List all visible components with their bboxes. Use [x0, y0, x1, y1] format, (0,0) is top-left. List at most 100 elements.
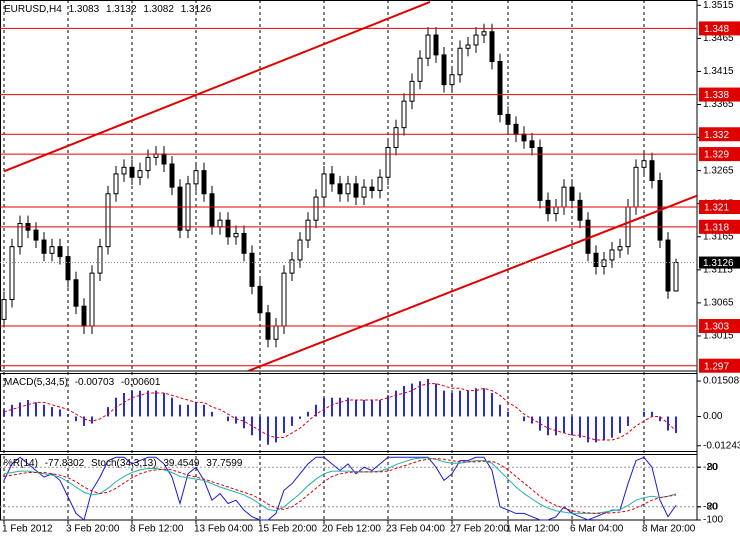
candle-body	[297, 239, 303, 261]
candle-body	[497, 61, 503, 115]
candle-body	[257, 285, 263, 314]
candle-body	[41, 239, 47, 254]
stoch-signal-value: 37.7599	[206, 458, 243, 469]
candle-body	[105, 193, 111, 248]
candle-body	[33, 229, 39, 241]
candle-body	[593, 252, 599, 268]
level-label-box	[699, 319, 740, 334]
level-label: 1.348	[704, 24, 729, 35]
level-label: 1.297	[704, 361, 729, 372]
series-line	[3, 457, 677, 514]
candle-body	[505, 113, 511, 125]
y-tick-label: 1.3465	[703, 33, 734, 44]
candle-body	[609, 249, 615, 261]
y-tick-label: 1.3265	[703, 165, 734, 176]
candle-body	[313, 196, 319, 221]
candle-body	[473, 34, 479, 46]
y-tick-label: -20	[703, 462, 718, 473]
level-label-box	[699, 147, 740, 162]
candle-body	[441, 54, 447, 86]
candle-body	[561, 186, 567, 208]
candle-body	[665, 239, 671, 292]
x-tick-label: 15 Feb 20:00	[258, 524, 317, 535]
candle-body	[193, 170, 199, 185]
candle-body	[433, 34, 439, 56]
candle-body	[353, 183, 359, 198]
candle-body	[513, 123, 519, 135]
candle-body	[633, 166, 639, 208]
y-tick-label: 1.3365	[703, 99, 734, 110]
y-tick-label: -100	[703, 515, 723, 526]
candle-body	[449, 74, 455, 86]
x-tick-label: 8 Feb 12:00	[130, 524, 184, 535]
y-tick-label: 1.3515	[703, 0, 734, 11]
candle-body	[601, 259, 607, 268]
candle-body	[481, 31, 487, 36]
candle-body	[577, 199, 583, 221]
candle-body	[217, 219, 223, 228]
candle-body	[169, 163, 175, 188]
candle-body	[201, 170, 207, 195]
candle-body	[537, 146, 543, 201]
y-tick-label: 80	[707, 462, 719, 473]
open-value: 1.3083	[69, 4, 100, 15]
candle-body	[521, 133, 527, 142]
candle-body	[121, 166, 127, 175]
candle-body	[465, 44, 471, 49]
series-line	[3, 458, 677, 514]
candle-body	[73, 279, 79, 307]
wpr-title: %R(14)	[4, 458, 38, 469]
price-header: EURUSD,H4 1.3083 1.3132 1.3082 1.3126	[4, 4, 212, 15]
candle-body	[617, 246, 623, 251]
x-tick-label: 3 Feb 20:00	[66, 524, 120, 535]
candle-body	[249, 252, 255, 287]
candle-body	[289, 259, 295, 274]
level-label-box	[699, 87, 740, 102]
stoch-title: Stoch(34,3,13)	[91, 458, 157, 469]
y-tick-label: -0.01243	[703, 440, 740, 451]
candle-body	[137, 170, 143, 178]
candle-body	[113, 173, 119, 195]
level-label: 1.321	[704, 203, 729, 214]
candle-body	[177, 186, 183, 231]
candle-body	[393, 127, 399, 148]
candle-body	[361, 186, 367, 198]
x-tick-label: 6 Mar 04:00	[570, 524, 624, 535]
y-tick-label: 0.01508	[703, 376, 740, 387]
y-tick-label: 0.00	[703, 411, 723, 422]
level-label: 1.338	[704, 90, 729, 101]
candle-body	[337, 183, 343, 195]
macd-title: MACD(5,34,5)	[4, 377, 68, 388]
candle-body	[377, 176, 383, 191]
candle-body	[225, 219, 231, 238]
level-label-box	[699, 219, 740, 234]
last-price-box	[699, 256, 740, 269]
candle-body	[129, 166, 135, 178]
candle-body	[417, 57, 423, 82]
candle-body	[241, 232, 247, 254]
level-label-box	[699, 199, 740, 214]
level-label: 1.329	[704, 150, 729, 161]
high-value: 1.3132	[106, 4, 137, 15]
candle-body	[673, 262, 679, 292]
candle-body	[329, 173, 335, 185]
candle-body	[321, 173, 327, 198]
candle-body	[161, 153, 167, 165]
candle-body	[57, 246, 63, 258]
candle-body	[9, 246, 15, 301]
candle-body	[401, 100, 407, 129]
y-tick-label: 1.3165	[703, 231, 734, 242]
trendline	[247, 194, 697, 371]
candle-body	[553, 206, 559, 215]
x-tick-label: 20 Feb 12:00	[322, 524, 381, 535]
x-tick-label: 27 Feb 20:00	[450, 524, 509, 535]
candle-body	[209, 193, 215, 228]
level-label: 1.303	[704, 322, 729, 333]
series-line	[3, 383, 677, 441]
stoch-main-value: 39.4549	[163, 458, 200, 469]
candle-body	[65, 256, 71, 281]
series-line	[3, 456, 677, 521]
